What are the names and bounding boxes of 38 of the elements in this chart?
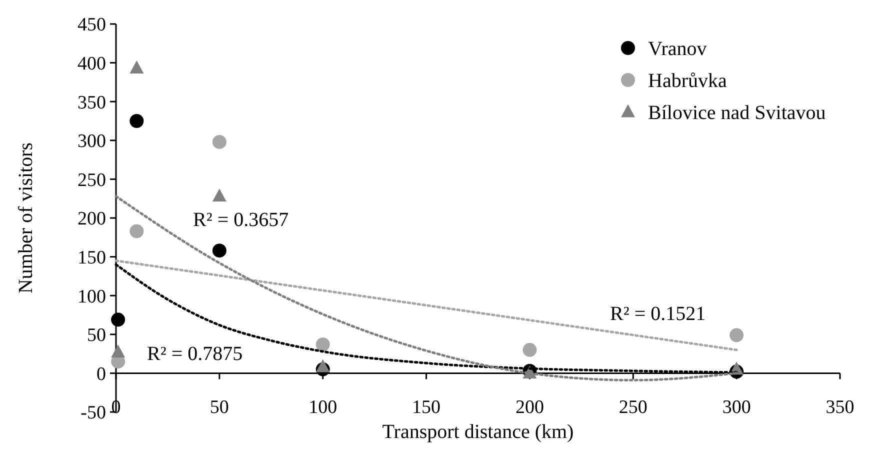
x-tick-label: 50 xyxy=(210,397,229,418)
y-tick-label: 350 xyxy=(78,92,106,114)
y-tick-label: 100 xyxy=(78,286,106,308)
y-tick-label: 0 xyxy=(96,364,106,385)
point xyxy=(730,328,744,342)
legend-label: Vranov xyxy=(648,38,707,60)
y-tick-label: 150 xyxy=(78,247,106,268)
y-tick-label: 450 xyxy=(78,14,106,36)
point xyxy=(316,359,330,372)
y-tick-label: 250 xyxy=(78,170,106,191)
point xyxy=(111,312,126,327)
point xyxy=(130,224,144,238)
legend-label: Habrůvka xyxy=(648,70,727,92)
x-tick-label: 100 xyxy=(308,397,338,418)
annotation: R² = 0.3657 xyxy=(193,209,289,231)
point xyxy=(212,134,226,149)
x-axis-title: Transport distance (km) xyxy=(382,421,574,443)
y-tick-label: 300 xyxy=(78,131,106,152)
x-tick-label: 150 xyxy=(412,397,441,418)
y-tick-label: -50 xyxy=(80,402,106,424)
y-tick-label: 50 xyxy=(87,325,106,346)
y-tick-label: 200 xyxy=(78,208,106,230)
x-tick-label: 200 xyxy=(515,397,544,418)
point xyxy=(522,342,537,357)
y-tick-label: 400 xyxy=(78,53,106,74)
x-tick-label: 350 xyxy=(826,397,854,418)
annotation: R² = 0.7875 xyxy=(147,343,243,365)
point xyxy=(130,60,144,74)
annotation: R² = 0.1521 xyxy=(610,303,706,325)
x-tick-label: 300 xyxy=(722,397,751,418)
legend-label: Bílovice nad Svitavou xyxy=(648,102,826,124)
point xyxy=(316,337,330,352)
point xyxy=(212,244,226,258)
x-tick-label: 250 xyxy=(618,397,648,418)
point xyxy=(212,188,226,202)
y-axis-title: Number of visitors xyxy=(15,142,37,294)
point xyxy=(111,344,126,358)
point xyxy=(130,114,144,128)
